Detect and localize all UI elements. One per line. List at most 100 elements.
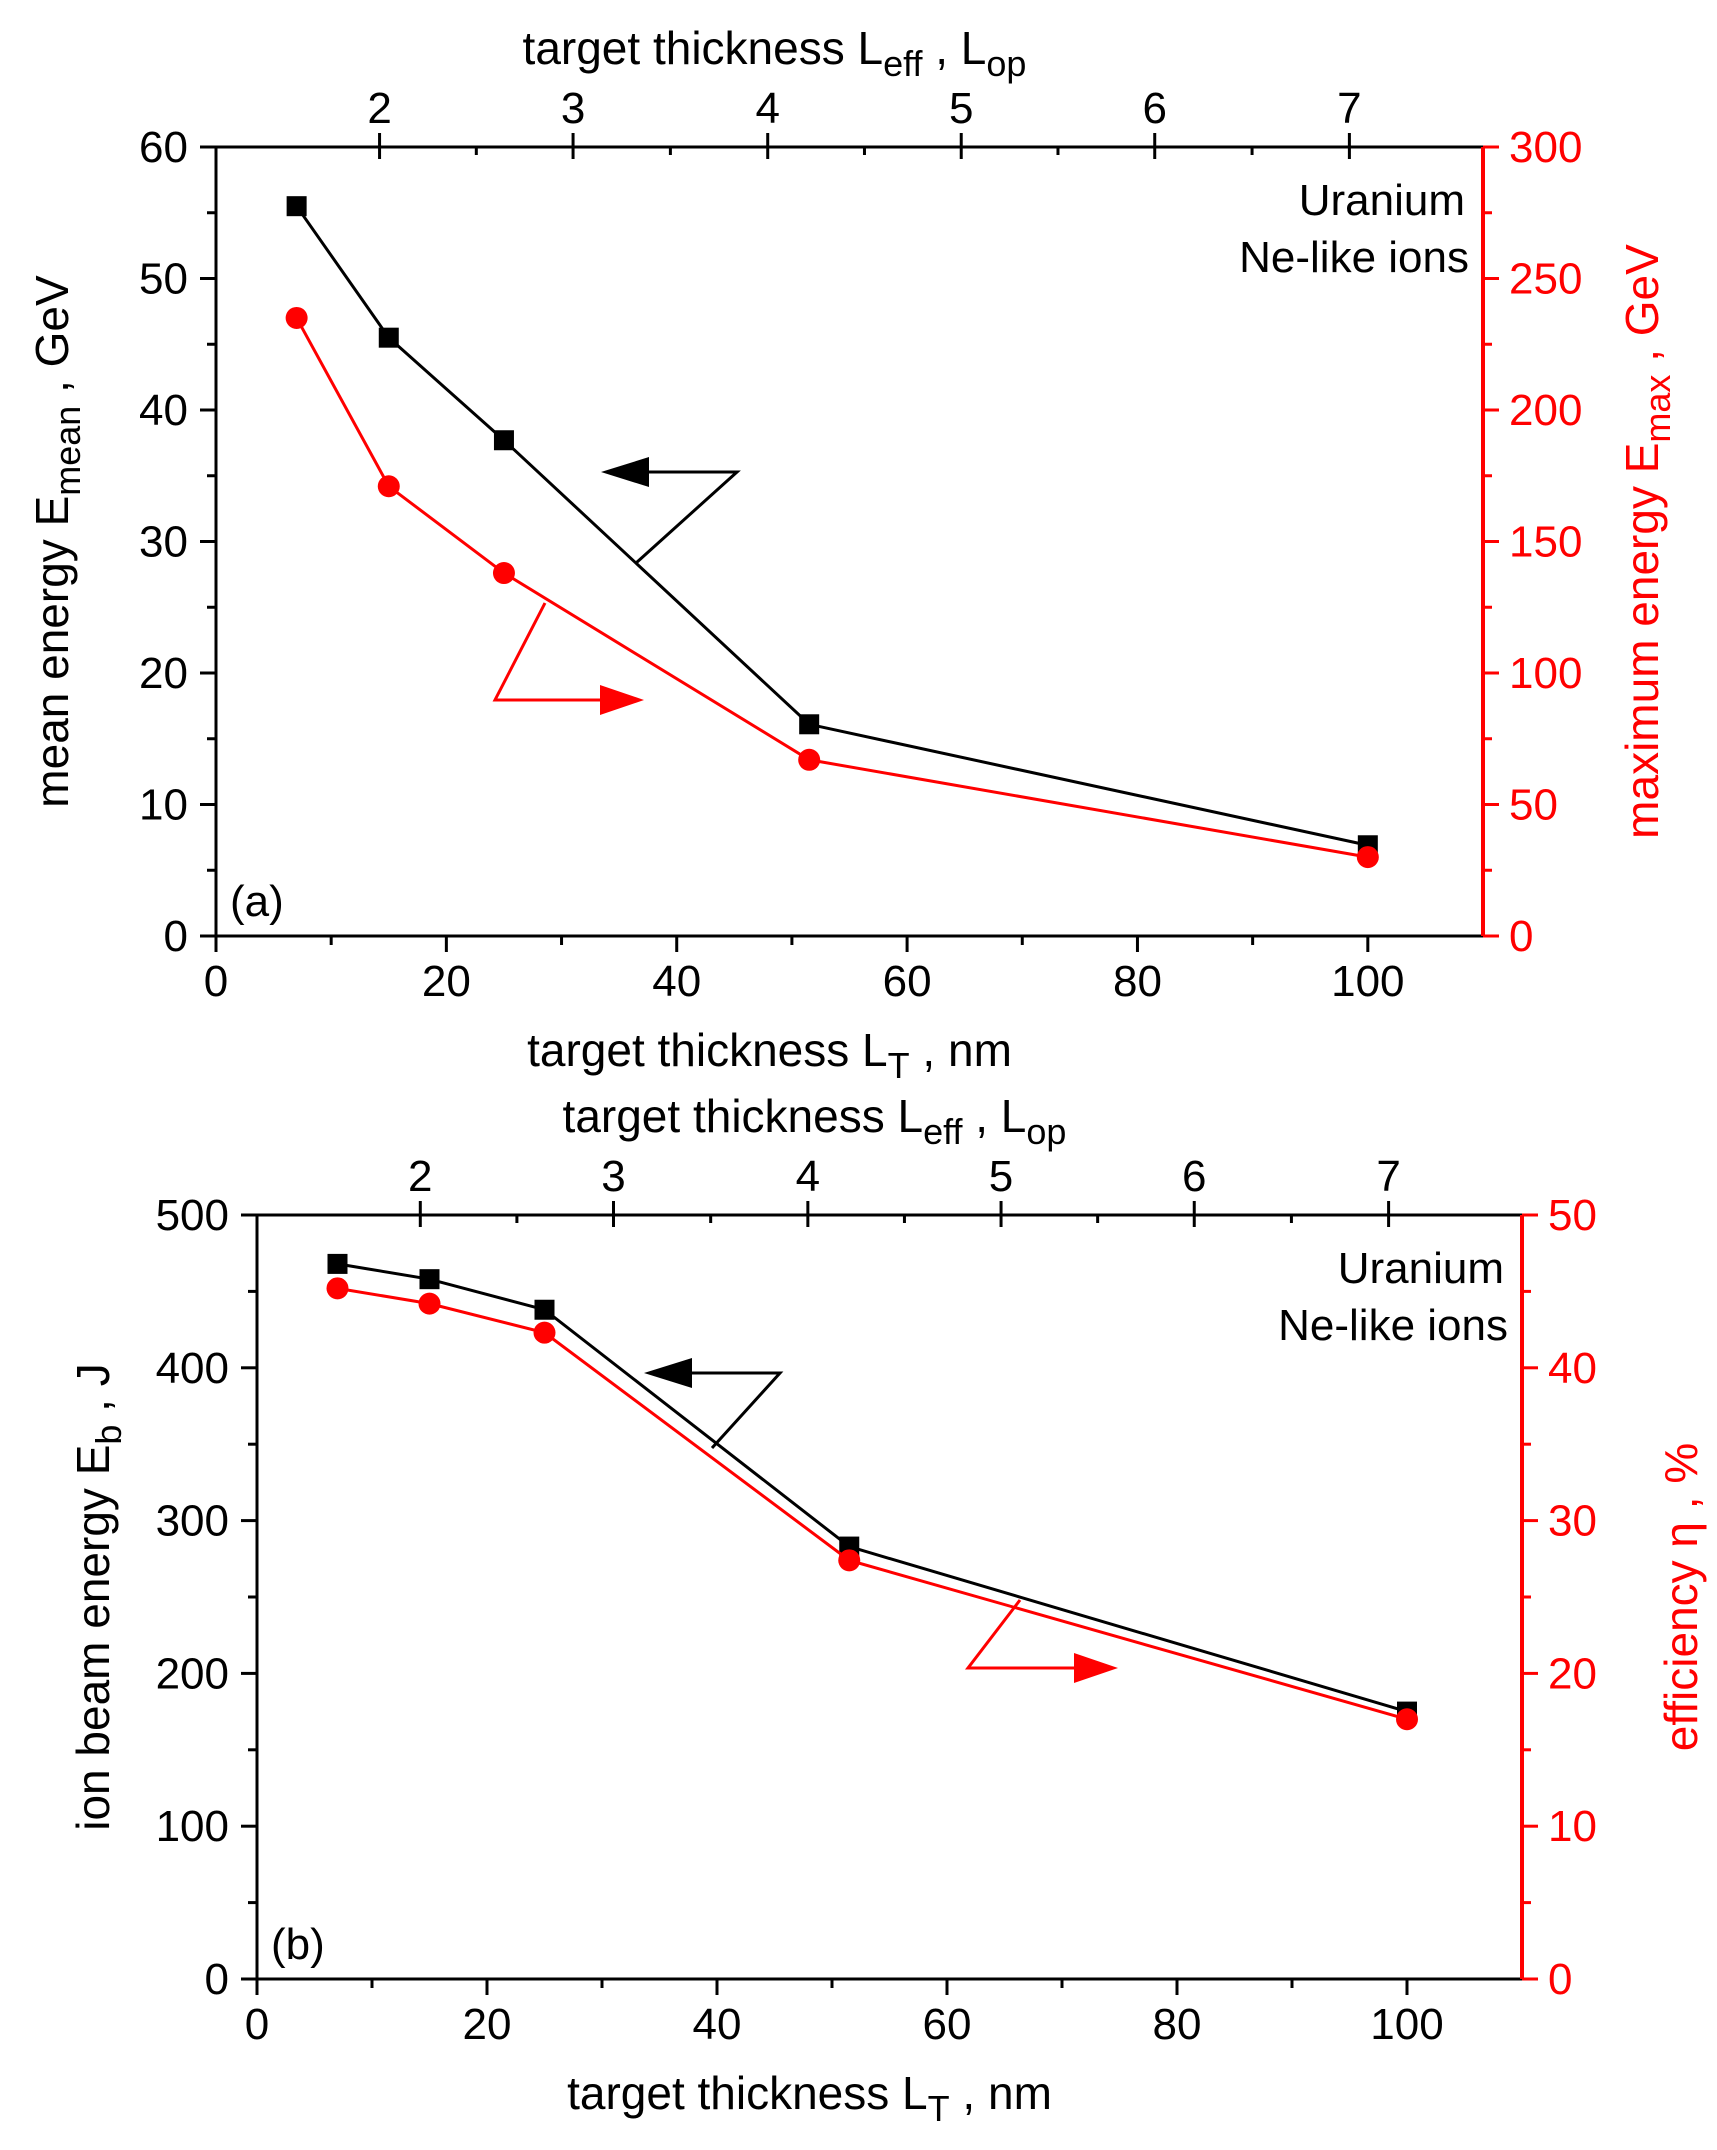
annotation-element: Uranium xyxy=(1338,1244,1504,1293)
data-point-circle xyxy=(285,306,308,329)
x-tick-label: 20 xyxy=(463,2000,512,2049)
y-left-tick-label: 400 xyxy=(156,1344,229,1393)
right-axis-arrowhead xyxy=(600,685,644,715)
series-line-left xyxy=(337,1262,1408,1714)
y-left-tick-label: 40 xyxy=(139,386,188,435)
axis-title-part: target thickness L xyxy=(527,1024,888,1076)
axis-title-subscript: op xyxy=(1026,1111,1066,1152)
axis-title-part: , GeV xyxy=(26,275,78,406)
y-right-tick-label: 30 xyxy=(1548,1497,1597,1546)
axis-title-part: , J xyxy=(67,1363,119,1424)
top-tick-label: 5 xyxy=(989,1152,1013,1201)
panel-label: (b) xyxy=(271,1920,325,1969)
y-right-tick-label: 0 xyxy=(1509,912,1533,961)
top-tick-label: 7 xyxy=(1376,1152,1400,1201)
y-right-tick-label: 0 xyxy=(1548,1955,1572,2004)
top-tick-label: 5 xyxy=(949,84,973,133)
axis-title-part: η , % xyxy=(1655,1443,1707,1548)
data-point-square xyxy=(493,430,514,451)
top-tick-label: 2 xyxy=(367,84,391,133)
axis-title-part: , L xyxy=(962,1090,1026,1142)
x-tick-label: 40 xyxy=(693,2000,742,2049)
y-right-axis-title: maximum energy Emax , GeV xyxy=(1616,244,1678,839)
axis-title-subscript: b xyxy=(88,1425,129,1445)
axis-title-subscript: mean xyxy=(47,406,88,496)
data-point-square xyxy=(419,1269,440,1290)
y-left-tick-label: 500 xyxy=(156,1191,229,1240)
annotation-ion-type: Ne-like ions xyxy=(1278,1301,1508,1350)
data-point-square xyxy=(327,1253,348,1274)
axis-title-part: target thickness L xyxy=(567,2067,928,2119)
y-left-tick-label: 0 xyxy=(164,912,188,961)
panel-label: (a) xyxy=(230,877,284,926)
top-axis-title: target thickness Leff , Lop xyxy=(523,22,1027,84)
y-left-tick-label: 50 xyxy=(139,255,188,304)
axis-title-part: mean energy E xyxy=(26,496,78,808)
x-tick-label: 80 xyxy=(1113,957,1162,1006)
y-right-tick-label: 200 xyxy=(1509,386,1582,435)
top-tick-label: 6 xyxy=(1142,84,1166,133)
y-left-tick-label: 30 xyxy=(139,518,188,567)
right-axis-arrowhead xyxy=(1074,1653,1118,1683)
y-right-axis-title: efficiency η , % xyxy=(1655,1443,1707,1752)
x-tick-label: 100 xyxy=(1331,957,1404,1006)
x-axis-title: target thickness LT , nm xyxy=(567,2067,1052,2129)
top-tick-label: 7 xyxy=(1337,84,1361,133)
data-point-square xyxy=(378,327,399,348)
x-tick-label: 0 xyxy=(204,957,228,1006)
y-right-tick-label: 40 xyxy=(1548,1344,1597,1393)
top-tick-label: 6 xyxy=(1182,1152,1206,1201)
x-tick-label: 60 xyxy=(923,2000,972,2049)
y-right-tick-label: 50 xyxy=(1509,781,1558,830)
right-axis-arrow xyxy=(964,1599,1112,1670)
axis-title-subscript: max xyxy=(1637,375,1678,443)
axis-title-subscript: eff xyxy=(923,1111,963,1152)
axis-title-part: , L xyxy=(922,22,986,74)
y-right-tick-label: 50 xyxy=(1548,1191,1597,1240)
y-right-tick-label: 20 xyxy=(1548,1649,1597,1698)
y-left-tick-label: 0 xyxy=(205,1955,229,2004)
axis-title-part: target thickness L xyxy=(563,1090,924,1142)
y-right-tick-label: 250 xyxy=(1509,255,1582,304)
y-left-tick-label: 20 xyxy=(139,649,188,698)
top-tick-label: 3 xyxy=(561,84,585,133)
annotation-element: Uranium xyxy=(1299,176,1465,225)
axis-title-subscript: T xyxy=(888,1045,910,1086)
x-tick-label: 80 xyxy=(1153,2000,1202,2049)
axis-title-subscript: eff xyxy=(883,43,923,84)
axis-title-subscript: T xyxy=(928,2088,950,2129)
x-tick-label: 20 xyxy=(422,957,471,1006)
y-right-tick-label: 10 xyxy=(1548,1802,1597,1851)
y-left-axis-title: mean energy Emean , GeV xyxy=(26,275,88,808)
x-tick-label: 100 xyxy=(1370,2000,1443,2049)
axis-title-part: , GeV xyxy=(1616,244,1668,375)
series-line-left xyxy=(295,205,1369,847)
axis-title-part: target thickness L xyxy=(523,22,884,74)
top-tick-label: 2 xyxy=(408,1152,432,1201)
data-point-circle xyxy=(1356,846,1379,869)
y-left-tick-label: 100 xyxy=(156,1802,229,1851)
series-line-right xyxy=(337,1286,1408,1721)
data-point-circle xyxy=(326,1277,349,1300)
data-point-circle xyxy=(798,748,821,771)
axis-title-part: maximum energy E xyxy=(1616,443,1668,839)
y-left-tick-label: 10 xyxy=(139,781,188,830)
y-left-axis-title: ion beam energy Eb , J xyxy=(67,1363,129,1831)
axis-title-part: efficiency xyxy=(1655,1548,1707,1752)
left-axis-arrowhead xyxy=(601,457,649,487)
y-right-tick-label: 300 xyxy=(1509,123,1582,172)
data-point-circle xyxy=(533,1321,556,1344)
top-tick-label: 3 xyxy=(601,1152,625,1201)
y-left-tick-label: 300 xyxy=(156,1497,229,1546)
annotation-ion-type: Ne-like ions xyxy=(1239,233,1469,282)
data-point-circle xyxy=(377,475,400,498)
top-tick-label: 4 xyxy=(796,1152,820,1201)
data-point-circle xyxy=(492,562,515,585)
data-point-square xyxy=(534,1299,555,1320)
axis-title-part: , nm xyxy=(950,2067,1052,2119)
left-axis-arrow xyxy=(607,470,741,565)
top-axis-title: target thickness Leff , Lop xyxy=(563,1090,1067,1152)
